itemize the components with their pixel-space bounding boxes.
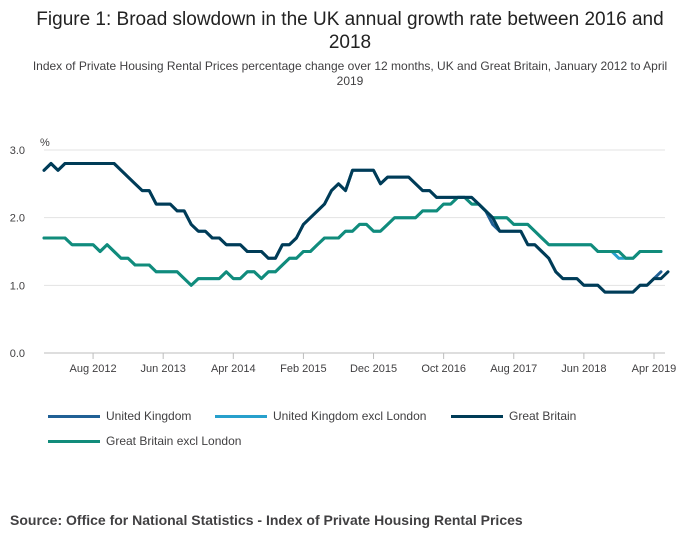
legend-label: Great Britain [509,409,577,423]
legend-item-great-britain-excl-london[interactable]: Great Britain excl London [48,431,241,451]
x-tick-label: Apr 2014 [211,363,256,375]
x-tick-label: Feb 2015 [280,363,326,375]
x-axis [92,353,655,359]
gridlines [44,149,665,354]
tick-labels: 0.0 1.0 2.0 3.0% Aug 2012 Jun 2013 Apr 2014 Feb… [10,137,677,375]
series-line-united-kingdom-excl-london [42,195,663,287]
series-lines [42,162,670,294]
legend-swatch [215,414,267,418]
x-tick-label: Jun 2018 [561,363,606,375]
line-chart: 0.0 1.0 2.0 3.0% Aug 2012 Jun 2013 Apr 2014 Feb… [10,137,677,375]
legend-label: United Kingdom excl London [273,409,427,423]
x-tick-label: Apr 2019 [632,363,677,375]
chart-title: Figure 1: Broad slowdown in the UK annua… [36,9,664,53]
legend-item-united-kingdom-excl-london[interactable]: United Kingdom excl London [215,406,426,426]
legend-swatch [451,414,503,418]
x-tick-label: Aug 2017 [490,363,537,375]
chart-subtitle: Index of Private Housing Rental Prices p… [32,59,668,88]
legend-label: Great Britain excl London [106,434,242,448]
y-tick-label: 2.0 [10,213,25,225]
legend-item-great-britain[interactable]: Great Britain [451,406,576,426]
series-line-great-britain-excl-london [42,195,663,287]
x-tick-label: Aug 2012 [70,363,117,375]
source-note: Source: Office for National Statistics -… [10,512,523,528]
legend-label: United Kingdom [106,409,192,423]
x-tick-label: Jun 2013 [141,363,186,375]
y-tick-label: 0.0 [10,348,25,360]
y-tick-label: 3.0 [10,145,25,157]
y-tick-label: 1.0 [10,280,25,292]
x-tick-label: Oct 2016 [421,363,466,375]
legend-swatch [48,414,100,418]
legend-swatch [48,439,100,443]
series-line-great-britain [42,162,670,294]
legend-item-united-kingdom[interactable]: United Kingdom [48,406,191,426]
series-line-united-kingdom [42,162,663,294]
y-unit-label: % [40,137,50,149]
x-tick-label: Dec 2015 [350,363,397,375]
